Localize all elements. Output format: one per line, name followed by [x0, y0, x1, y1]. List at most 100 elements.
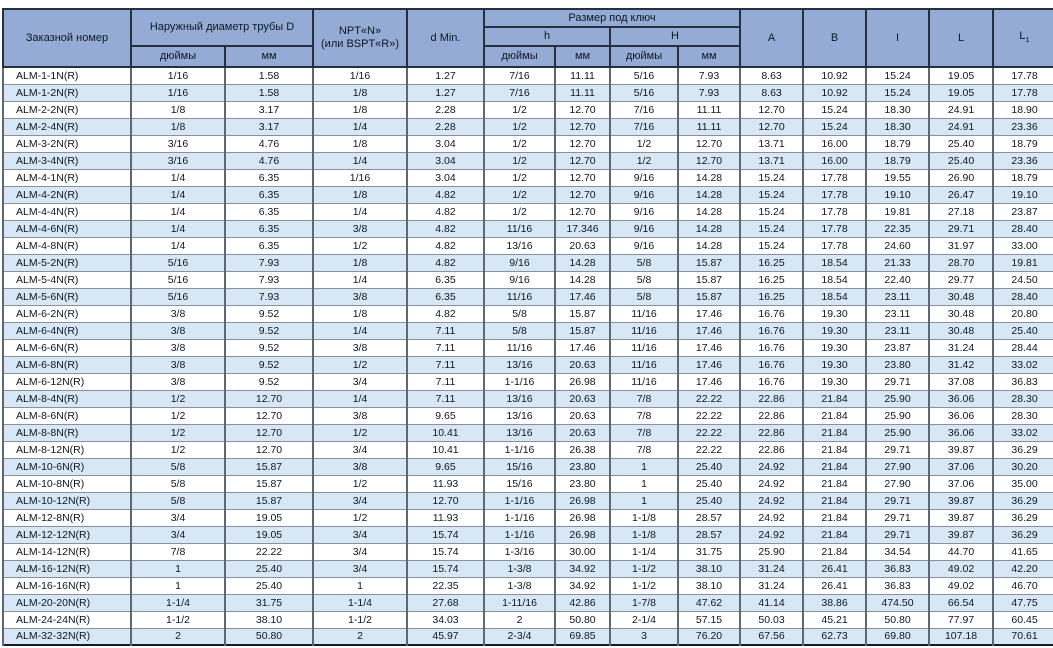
cell-d_inch: 1/2	[130, 406, 226, 425]
cell-H_mm: 12.70	[677, 151, 742, 170]
cell-I: 27.90	[865, 474, 931, 493]
cell-d_inch: 1/16	[130, 83, 226, 102]
cell-A: 22.86	[739, 406, 805, 425]
cell-L: 39.87	[928, 440, 995, 459]
cell-H_inch: 1	[609, 474, 680, 493]
cell-H_inch: 5/16	[609, 83, 680, 102]
cell-h_mm: 12.70	[554, 117, 612, 136]
cell-B: 19.30	[802, 321, 868, 340]
cell-L1: 30.20	[992, 457, 1053, 476]
cell-h_mm: 12.70	[554, 151, 612, 170]
cell-H_mm: 14.28	[677, 168, 742, 187]
header-h-small: h	[483, 26, 612, 47]
cell-order_number: ALM-6-6N(R)	[2, 338, 132, 357]
cell-d_min: 3.04	[406, 134, 486, 153]
cell-A: 15.24	[739, 202, 805, 221]
table-row: ALM-24-24N(R) 1-1/2 38.10 1-1/2 34.03 2 50.80 2…	[2, 610, 1053, 629]
cell-d_inch: 2	[130, 627, 226, 646]
cell-npt: 3/8	[312, 406, 409, 425]
cell-B: 17.78	[802, 168, 868, 187]
cell-H_mm: 57.15	[677, 610, 742, 629]
cell-I: 29.71	[865, 525, 931, 544]
cell-A: 12.70	[739, 117, 805, 136]
cell-h_inch: 1-3/8	[483, 576, 557, 595]
cell-L1: 25.40	[992, 321, 1053, 340]
cell-L1: 17.78	[992, 83, 1053, 102]
cell-order_number: ALM-6-4N(R)	[2, 321, 132, 340]
header-col-i: I	[865, 8, 931, 68]
cell-npt: 1/4	[312, 389, 409, 408]
cell-H_inch: 5/8	[609, 287, 680, 306]
cell-npt: 3/4	[312, 525, 409, 544]
cell-npt: 1/4	[312, 270, 409, 289]
cell-d_mm: 7.93	[223, 270, 315, 289]
cell-npt: 3/8	[312, 219, 409, 238]
cell-d_mm: 9.52	[223, 372, 315, 391]
cell-L1: 17.78	[992, 66, 1053, 85]
cell-d_inch: 3/8	[130, 372, 226, 391]
cell-B: 45.21	[802, 610, 868, 629]
cell-npt: 3/8	[312, 457, 409, 476]
cell-order_number: ALM-4-2N(R)	[2, 185, 132, 204]
cell-d_min: 6.35	[406, 270, 486, 289]
cell-d_mm: 6.35	[223, 185, 315, 204]
cell-d_mm: 4.76	[223, 134, 315, 153]
header-h-small-inches: дюймы	[483, 45, 557, 68]
cell-npt: 1/8	[312, 304, 409, 323]
cell-d_mm: 9.52	[223, 304, 315, 323]
cell-L1: 36.29	[992, 440, 1053, 459]
cell-npt: 1/16	[312, 168, 409, 187]
cell-h_mm: 20.63	[554, 423, 612, 442]
cell-I: 22.35	[865, 219, 931, 238]
cell-L1: 28.40	[992, 219, 1053, 238]
table-body: ALM-1-1N(R) 1/16 1.58 1/16 1.27 7/16 11.11 5/16…	[2, 66, 1053, 646]
cell-d_inch: 1/4	[130, 185, 226, 204]
table-row: ALM-14-12N(R) 7/8 22.22 3/4 15.74 1-3/16 30.00…	[2, 542, 1053, 561]
cell-L: 26.47	[928, 185, 995, 204]
cell-H_mm: 25.40	[677, 491, 742, 510]
cell-order_number: ALM-6-12N(R)	[2, 372, 132, 391]
cell-H_inch: 1	[609, 457, 680, 476]
cell-h_inch: 1-1/16	[483, 491, 557, 510]
cell-L1: 36.83	[992, 372, 1053, 391]
cell-d_min: 15.74	[406, 559, 486, 578]
cell-npt: 1/4	[312, 321, 409, 340]
header-d-min: d Min.	[406, 8, 486, 68]
cell-H_mm: 11.11	[677, 100, 742, 119]
cell-L1: 33.02	[992, 355, 1053, 374]
cell-H_mm: 22.22	[677, 389, 742, 408]
cell-L1: 41.65	[992, 542, 1053, 561]
cell-npt: 1/8	[312, 253, 409, 272]
cell-d_inch: 5/8	[130, 474, 226, 493]
cell-B: 18.54	[802, 253, 868, 272]
cell-h_mm: 17.46	[554, 287, 612, 306]
table-row: ALM-6-12N(R) 3/8 9.52 3/4 7.11 1-1/16 26.98 11/…	[2, 372, 1053, 391]
cell-order_number: ALM-10-8N(R)	[2, 474, 132, 493]
cell-d_inch: 5/16	[130, 270, 226, 289]
cell-npt: 1/2	[312, 508, 409, 527]
cell-A: 16.25	[739, 287, 805, 306]
cell-A: 8.63	[739, 66, 805, 85]
cell-d_inch: 5/8	[130, 491, 226, 510]
cell-order_number: ALM-1-1N(R)	[2, 66, 132, 85]
cell-d_min: 6.35	[406, 287, 486, 306]
cell-h_inch: 13/16	[483, 406, 557, 425]
cell-L: 25.40	[928, 134, 995, 153]
cell-A: 16.25	[739, 253, 805, 272]
cell-L: 44.70	[928, 542, 995, 561]
cell-A: 31.24	[739, 576, 805, 595]
cell-I: 15.24	[865, 83, 931, 102]
cell-I: 18.79	[865, 151, 931, 170]
cell-d_mm: 9.52	[223, 321, 315, 340]
table-header: Заказной номер Наружный диаметр трубы D …	[2, 8, 1053, 68]
cell-h_mm: 23.80	[554, 474, 612, 493]
cell-I: 27.90	[865, 457, 931, 476]
table-row: ALM-6-4N(R) 3/8 9.52 1/4 7.11 5/8 15.87 11/16 17…	[2, 321, 1053, 340]
cell-L: 37.06	[928, 457, 995, 476]
cell-h_mm: 20.63	[554, 355, 612, 374]
cell-H_inch: 1	[609, 491, 680, 510]
cell-d_min: 2.28	[406, 117, 486, 136]
cell-d_mm: 31.75	[223, 593, 315, 612]
header-col-l1-base: L	[1019, 29, 1026, 42]
cell-L1: 70.61	[992, 627, 1053, 646]
